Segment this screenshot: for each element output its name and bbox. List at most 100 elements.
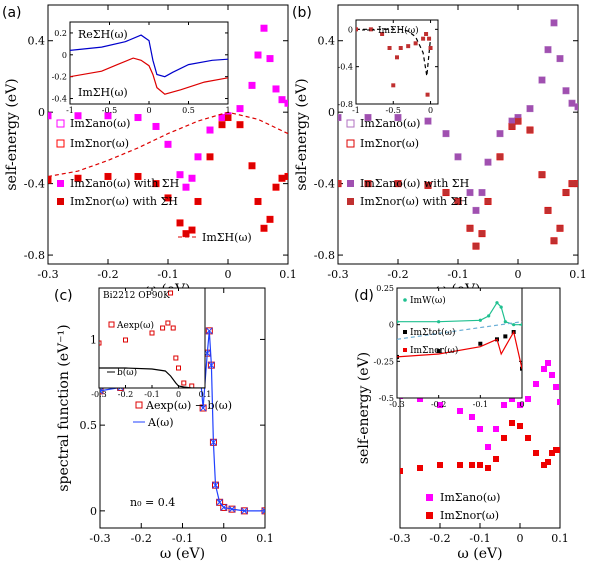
series-1-point bbox=[477, 462, 483, 468]
series-0-point bbox=[501, 402, 507, 408]
panel-label: (b) bbox=[292, 5, 312, 21]
x-tick-label: -0.1 bbox=[473, 400, 488, 409]
series-1-point bbox=[400, 468, 403, 474]
series-3-point bbox=[539, 171, 545, 178]
series-3-point bbox=[225, 114, 231, 121]
y-tick-label: 0 bbox=[389, 321, 394, 330]
inset-series-0-point bbox=[99, 340, 102, 346]
inset-series-0-point bbox=[165, 320, 171, 326]
x-tick-label: 0 bbox=[225, 268, 232, 281]
series-3-point bbox=[285, 173, 288, 180]
series-3-point bbox=[563, 189, 569, 196]
inset-series-1-point bbox=[424, 32, 429, 36]
x-tick-label: -0.2 bbox=[431, 400, 446, 409]
inset-series-0-point bbox=[181, 380, 187, 386]
legend-label: ImΣnor(ω) bbox=[70, 137, 129, 150]
y-tick-label: -0.4 bbox=[314, 178, 335, 191]
series-1-point bbox=[469, 462, 475, 468]
inset-legend-marker bbox=[403, 298, 407, 302]
x-tick-label: 0.1 bbox=[199, 390, 212, 399]
series-0-point bbox=[553, 384, 559, 390]
series-2-point bbox=[195, 153, 201, 160]
series-2-point bbox=[443, 130, 449, 137]
series-3-point bbox=[545, 207, 551, 214]
series-3-point bbox=[165, 194, 171, 201]
series-0-point bbox=[477, 426, 483, 432]
legend-label: ImΣnor(ω) bbox=[360, 137, 419, 150]
x-tick-label: -0.3 bbox=[89, 532, 110, 545]
series-2-point bbox=[563, 87, 569, 94]
inset-series-1-point bbox=[398, 46, 403, 50]
series-1-point bbox=[509, 420, 515, 426]
inset-legend-label: ImW(ω) bbox=[410, 295, 446, 306]
series-3-point bbox=[261, 225, 267, 232]
series-0-point bbox=[493, 426, 499, 432]
inset-series-1-point bbox=[503, 334, 508, 339]
inset-series-1-point bbox=[427, 36, 432, 41]
x-tick-label: -0.3 bbox=[389, 532, 410, 545]
legend-label: ImΣano(ω) bbox=[440, 491, 500, 504]
series-2-point bbox=[177, 171, 183, 178]
legend-marker bbox=[426, 512, 433, 519]
series-3-point bbox=[273, 184, 279, 191]
series-2-point bbox=[135, 114, 141, 121]
series-3-point bbox=[249, 162, 255, 169]
inset-series-0-point bbox=[487, 314, 491, 318]
inset-c-data bbox=[99, 290, 205, 388]
x-tick-label: -0.2 bbox=[131, 532, 152, 545]
series-1-point bbox=[210, 438, 217, 446]
series-0-point bbox=[509, 396, 515, 402]
inset-series-1-point bbox=[436, 349, 441, 354]
inset-series-0-point bbox=[397, 320, 399, 324]
series-2-point bbox=[575, 103, 578, 110]
series-1-point bbox=[541, 462, 547, 468]
legend-label: ImΣnor(ω) with ΣH bbox=[70, 195, 178, 208]
series-3-point bbox=[485, 198, 491, 205]
y-tick-label: 0.2 bbox=[54, 29, 67, 38]
series-1-point bbox=[205, 327, 213, 335]
series-1-point bbox=[525, 435, 531, 441]
annotation: n₀ = 0.4 bbox=[130, 496, 175, 509]
series-3-point bbox=[557, 225, 563, 232]
series-0-point bbox=[557, 399, 560, 405]
x-axis-label: ω (eV) bbox=[457, 546, 502, 562]
x-tick-label: -0.2 bbox=[429, 532, 450, 545]
inset-series-0-point bbox=[512, 323, 516, 327]
series-3-point bbox=[479, 230, 485, 237]
inset-series-1-point bbox=[425, 92, 430, 97]
legend-marker bbox=[57, 180, 64, 187]
inset-series-1-line bbox=[70, 57, 228, 95]
legend-label: ImΣano(ω) with ΣH bbox=[70, 177, 179, 190]
inset-frame bbox=[98, 287, 206, 389]
inset-series-1-point bbox=[406, 44, 411, 49]
x-tick-label: 0.1 bbox=[569, 268, 587, 281]
series-3-point bbox=[105, 173, 111, 180]
y-tick-label: 0 bbox=[90, 505, 97, 518]
series-0-point bbox=[216, 498, 224, 506]
series-3-point bbox=[338, 180, 341, 187]
panel-label: (c) bbox=[54, 288, 73, 304]
series-1-point bbox=[493, 456, 499, 462]
panel-a: -0.3-0.2-0.100.1-0.8-0.400.4(a)ω (eV)sel… bbox=[2, 4, 297, 298]
series-3-point bbox=[497, 153, 503, 160]
legend-label: A(ω) bbox=[147, 416, 174, 429]
series-3-point bbox=[219, 121, 225, 128]
inset-legend-marker bbox=[403, 348, 407, 352]
y-tick-label: -0.8 bbox=[24, 249, 45, 262]
y-tick-label: 0.4 bbox=[28, 35, 46, 48]
x-tick-label: -0.3 bbox=[389, 400, 404, 409]
inset-legend-label: ImΣtot(ω) bbox=[410, 327, 455, 338]
inset-series-0-point bbox=[160, 325, 166, 331]
inset-legend-marker bbox=[403, 330, 407, 334]
series-1-point bbox=[549, 450, 555, 456]
y-tick-label: 0.4 bbox=[318, 35, 336, 48]
panel-c: -0.3 -0.2 -0.1 0 0.1 0 0.5 1 (c) ω (eV) spectral f… bbox=[54, 287, 274, 562]
y-tick-label: 0.5 bbox=[80, 419, 98, 432]
panel-b-data bbox=[338, 19, 578, 250]
series-2-point bbox=[183, 184, 189, 191]
legend-label: ImΣH(ω) bbox=[202, 231, 252, 244]
inset-legend-label: Aexp(ω) bbox=[116, 320, 154, 331]
inset-series-1-point bbox=[387, 46, 392, 50]
legend-label: Aexp(ω) − b(ω) bbox=[145, 399, 232, 412]
